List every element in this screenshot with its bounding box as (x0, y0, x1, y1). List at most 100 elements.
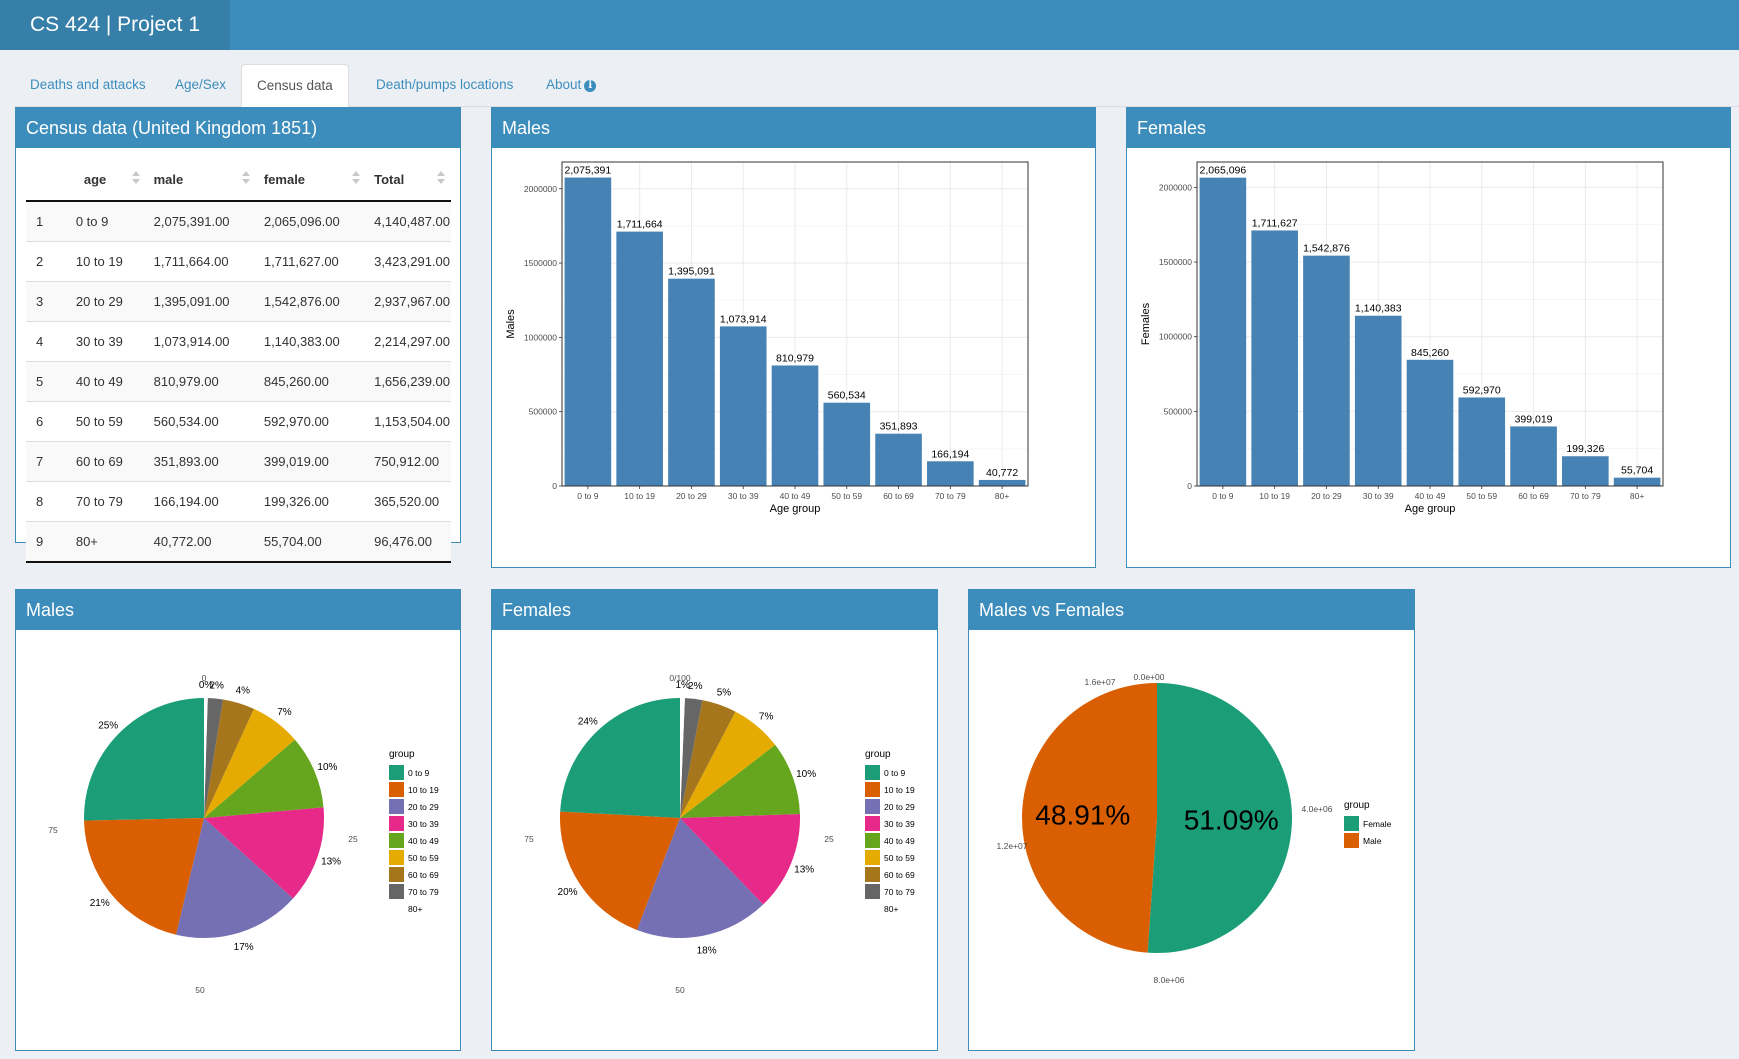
table-cell-total: 96,476.00 (366, 521, 451, 563)
y-tick-label: 1500000 (524, 258, 557, 268)
table-cell-total: 1,656,239.00 (366, 361, 451, 402)
legend-label: 70 to 79 (408, 887, 439, 897)
pie-slice-label: 13% (321, 857, 341, 868)
pie-slice-label: 1% (676, 680, 691, 691)
pie-axis-label: 0/100 (669, 673, 691, 683)
table-cell-female: 1,542,876.00 (255, 281, 367, 322)
pie-slice-label: 10% (317, 762, 337, 773)
bar-data-label: 560,534 (828, 390, 866, 402)
pie-slice (680, 698, 703, 818)
table-cell-age: 30 to 39 (63, 321, 146, 362)
bar (771, 365, 819, 486)
bar (1613, 477, 1661, 486)
x-axis-label: Age group (770, 503, 821, 515)
table-row[interactable]: 7 60 to 69 351,893.00 399,019.00 750,912.00 (26, 441, 451, 482)
tab-deaths-and-attacks[interactable]: Deaths and attacks (30, 77, 146, 92)
table-cell-age: 10 to 19 (63, 241, 146, 282)
females-pie-box: Females 24% 20% 18% 13% 10% 7% 5% 2% 1% 0/100 25 50… (491, 589, 938, 1051)
table-cell-index: 6 (26, 401, 64, 442)
males-pie-title: Males (16, 590, 460, 630)
tab-age-sex[interactable]: Age/Sex (175, 77, 227, 92)
table-cell-index: 1 (26, 200, 64, 242)
x-tick-label: 0 to 9 (577, 491, 599, 501)
x-tick-label: 60 to 69 (1518, 491, 1549, 501)
table-cell-male: 2,075,391.00 (145, 200, 256, 242)
pie-slice (204, 739, 324, 818)
bar (1303, 255, 1350, 486)
pie-slice (680, 744, 800, 818)
x-tick-label: 50 to 59 (831, 491, 862, 501)
legend-key (865, 782, 880, 797)
table-cell-male: 560,534.00 (145, 401, 256, 442)
sort-icon[interactable] (241, 171, 250, 185)
y-tick-label: 2000000 (1159, 182, 1192, 192)
males-bar-box: Males 2,075,391 0 to 9 1,711,664 10 to 19 1,… (491, 107, 1096, 568)
bar-data-label: 166,194 (931, 448, 969, 460)
table-row[interactable]: 6 50 to 59 560,534.00 592,970.00 1,153,504.0… (26, 401, 451, 442)
bar-data-label: 1,073,914 (720, 313, 767, 325)
x-tick-label: 20 to 29 (676, 491, 707, 501)
pie-slice (1147, 683, 1292, 953)
table-row[interactable]: 4 30 to 39 1,073,914.00 1,140,383.00 2,214,2… (26, 321, 451, 362)
x-tick-label: 70 to 79 (935, 491, 966, 501)
bar (927, 461, 974, 486)
column-header-female[interactable]: female (255, 158, 367, 202)
column-header-age[interactable]: age (63, 158, 146, 202)
legend-key (865, 799, 880, 814)
pie-slice-label: 7% (277, 707, 292, 718)
table-row[interactable]: 9 80+ 40,772.00 55,704.00 96,476.00 (26, 521, 451, 563)
table-cell-index: 2 (26, 241, 64, 282)
table-row[interactable]: 5 40 to 49 810,979.00 845,260.00 1,656,239.0… (26, 361, 451, 402)
table-row[interactable]: 8 70 to 79 166,194.00 199,326.00 365,520.00 (26, 481, 451, 522)
sort-icon[interactable] (131, 171, 140, 185)
x-tick-label: 50 to 59 (1466, 491, 1497, 501)
tab-about-label: About (546, 77, 582, 92)
pie-slice (204, 708, 295, 818)
x-tick-label: 80+ (1630, 491, 1644, 501)
legend-label: 0 to 9 (884, 768, 906, 778)
legend-key (1344, 833, 1359, 848)
pie-axis-label: 25 (824, 834, 834, 844)
bar (1199, 177, 1247, 486)
pie-slice (636, 818, 764, 938)
sort-icon[interactable] (352, 171, 361, 185)
legend-label: 40 to 49 (408, 836, 439, 846)
plot-border (1196, 161, 1664, 487)
pie-axis-label: 1.6e+07 (1085, 677, 1116, 687)
legend-key (389, 765, 404, 780)
pie-axis-label: 0 (202, 673, 207, 683)
x-tick-label: 40 to 49 (780, 491, 811, 501)
pie-slice (176, 818, 294, 938)
pie-slice-label: 0% (199, 680, 214, 691)
pie-slice (680, 711, 776, 818)
pie-slice-label: 4% (236, 686, 251, 697)
table-cell-age: 60 to 69 (63, 441, 146, 482)
y-axis-label: Females (1140, 302, 1152, 345)
table-row[interactable]: 2 10 to 19 1,711,664.00 1,711,627.00 3,423,2… (26, 241, 451, 282)
x-tick-label: 20 to 29 (1311, 491, 1342, 501)
table-cell-total: 365,520.00 (366, 481, 451, 522)
column-header-male[interactable]: male (145, 158, 256, 202)
x-tick-label: 40 to 49 (1415, 491, 1446, 501)
plot-border (561, 161, 1029, 487)
table-cell-total: 2,214,297.00 (366, 321, 451, 362)
pie-slice (204, 699, 254, 818)
table-row[interactable]: 3 20 to 29 1,395,091.00 1,542,876.00 2,937,9… (26, 281, 451, 322)
app-title[interactable]: CS 424 | Project 1 (0, 0, 230, 50)
table-cell-female: 399,019.00 (255, 441, 367, 482)
tab-about[interactable]: About i (531, 64, 611, 106)
x-tick-label: 10 to 19 (624, 491, 655, 501)
x-tick-label: 80+ (995, 491, 1009, 501)
sort-icon[interactable] (437, 171, 445, 185)
tab-death-pumps-locations[interactable]: Death/pumps locations (376, 77, 514, 92)
pie-slice-label: 7% (759, 711, 774, 722)
bar-data-label: 2,065,096 (1200, 165, 1247, 177)
bar-data-label: 1,542,876 (1303, 243, 1350, 255)
table-cell-total: 4,140,487.00 (366, 200, 451, 242)
pie-axis-label: 0.0e+00 (1134, 672, 1165, 682)
tab-census-data[interactable]: Census data (241, 64, 349, 107)
x-tick-label: 30 to 39 (728, 491, 759, 501)
column-header-total[interactable]: Total (366, 158, 451, 202)
legend-label: 80+ (408, 904, 422, 914)
